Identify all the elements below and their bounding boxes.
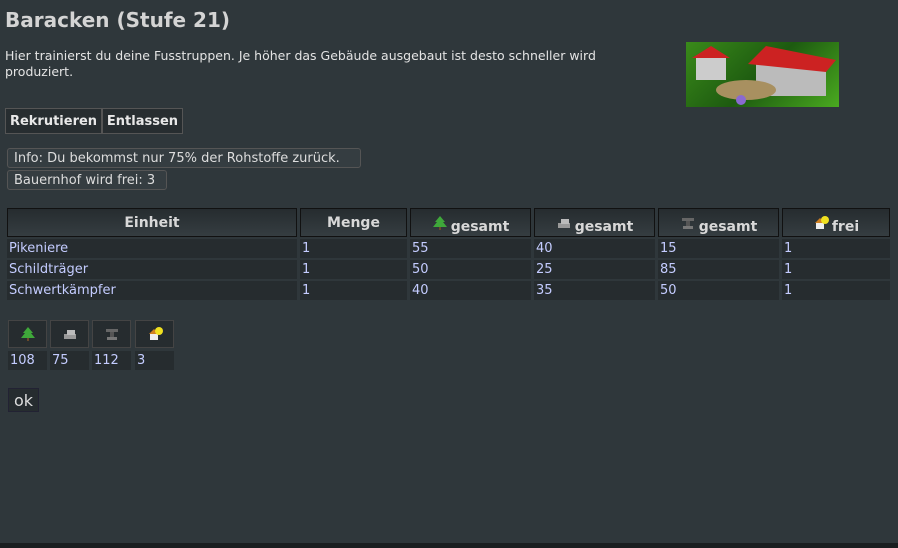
- table-cell: 55: [410, 239, 531, 258]
- stone-icon: [557, 218, 570, 228]
- iron-icon: [105, 329, 118, 340]
- summary-icon-cell: [135, 320, 174, 348]
- table-cell: 1: [300, 281, 407, 300]
- table-cell: 1: [782, 260, 890, 279]
- iron-icon: [681, 217, 694, 229]
- wood-icon: [20, 327, 35, 341]
- column-header-label: Einheit: [124, 214, 180, 231]
- recruit-tab[interactable]: Rekrutieren: [5, 108, 102, 134]
- table-cell: 25: [534, 260, 655, 279]
- table-cell: 1: [782, 281, 890, 300]
- info-farm-freed: Bauernhof wird frei: 3: [7, 170, 167, 190]
- farm-icon: [814, 215, 829, 229]
- summary-value: 108: [8, 351, 47, 370]
- table-cell: 1: [782, 239, 890, 258]
- column-header: Einheit: [7, 208, 297, 237]
- barracks-image: [686, 42, 839, 107]
- table-cell: Pikeniere: [7, 239, 297, 258]
- table-cell: 40: [410, 281, 531, 300]
- stone-icon: [63, 330, 76, 339]
- bottom-border: [0, 543, 898, 548]
- column-header-label: Menge: [327, 214, 380, 231]
- summary-value: 112: [92, 351, 131, 370]
- building-description: Hier trainierst du deine Fusstruppen. Je…: [5, 48, 596, 79]
- wood-icon: [432, 215, 447, 230]
- column-header: gesamt: [658, 208, 779, 237]
- column-header-label: gesamt: [698, 218, 758, 235]
- table-cell: 50: [410, 260, 531, 279]
- farm-icon: [148, 327, 163, 340]
- table-cell: 85: [658, 260, 779, 279]
- ok-button[interactable]: ok: [8, 388, 39, 412]
- summary-value: 75: [50, 351, 89, 370]
- table-cell: 1: [300, 260, 407, 279]
- column-header: frei: [782, 208, 890, 237]
- table-cell: 40: [534, 239, 655, 258]
- table-cell: Schildträger: [7, 260, 297, 279]
- column-header: gesamt: [534, 208, 655, 237]
- table-cell: Schwertkämpfer: [7, 281, 297, 300]
- summary-icon-cell: [8, 320, 47, 348]
- column-header: Menge: [300, 208, 407, 237]
- column-header: gesamt: [410, 208, 531, 237]
- column-header-label: gesamt: [574, 218, 634, 235]
- column-header-label: frei: [831, 218, 860, 235]
- page-title: Baracken (Stufe 21): [5, 8, 231, 32]
- summary-value: 3: [135, 351, 174, 370]
- dismiss-tab[interactable]: Entlassen: [102, 108, 183, 134]
- table-cell: 15: [658, 239, 779, 258]
- info-refund: Info: Du bekommst nur 75% der Rohstoffe …: [7, 148, 361, 168]
- table-cell: 35: [534, 281, 655, 300]
- column-header-label: gesamt: [450, 218, 510, 235]
- table-cell: 1: [300, 239, 407, 258]
- table-cell: 50: [658, 281, 779, 300]
- summary-icon-cell: [50, 320, 89, 348]
- summary-icon-cell: [92, 320, 131, 348]
